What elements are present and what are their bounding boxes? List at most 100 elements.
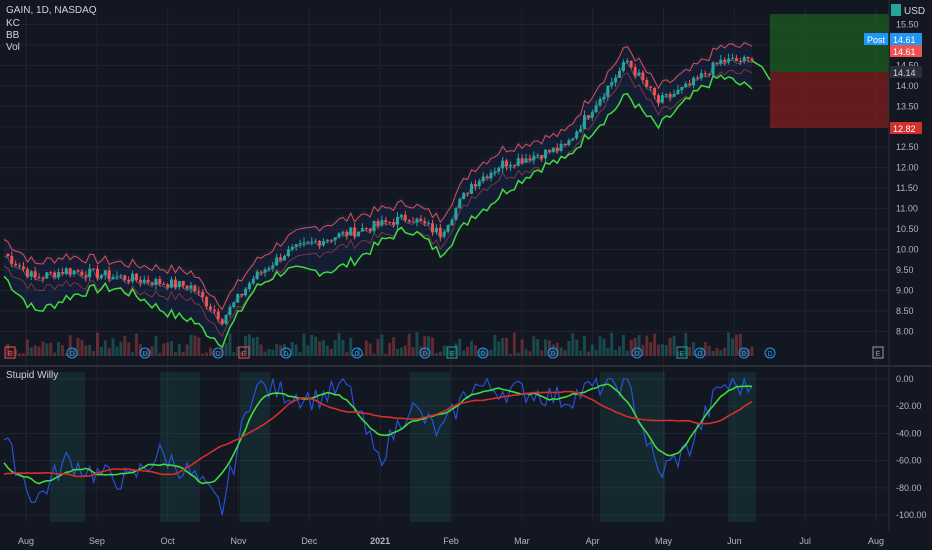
candle-body[interactable] <box>263 269 267 273</box>
candle-body[interactable] <box>446 225 450 232</box>
candle-body[interactable] <box>247 283 251 290</box>
candle-body[interactable] <box>392 222 396 225</box>
candle-body[interactable] <box>536 155 540 157</box>
candle-body[interactable] <box>290 246 294 250</box>
candle-body[interactable] <box>618 71 622 78</box>
candle-body[interactable] <box>123 275 127 280</box>
candle-body[interactable] <box>582 115 586 130</box>
dividend-marker[interactable] <box>738 347 750 359</box>
candle-body[interactable] <box>621 62 625 72</box>
candle-body[interactable] <box>458 199 462 209</box>
candle-body[interactable] <box>497 168 501 172</box>
candle-body[interactable] <box>220 319 224 324</box>
candle-body[interactable] <box>606 85 610 97</box>
candle-body[interactable] <box>302 242 306 244</box>
candle-body[interactable] <box>559 143 563 151</box>
candle-body[interactable] <box>368 228 372 232</box>
candle-body[interactable] <box>333 237 337 241</box>
candle-body[interactable] <box>353 227 357 237</box>
candle-body[interactable] <box>236 294 240 303</box>
candle-body[interactable] <box>641 72 645 81</box>
candle-body[interactable] <box>586 115 590 118</box>
candle-body[interactable] <box>684 83 688 87</box>
candle-body[interactable] <box>485 176 489 179</box>
candle-body[interactable] <box>10 256 14 264</box>
candle-body[interactable] <box>664 94 668 96</box>
candle-body[interactable] <box>598 99 602 106</box>
candle-body[interactable] <box>524 158 528 163</box>
candle-body[interactable] <box>298 243 302 245</box>
candle-body[interactable] <box>251 278 255 284</box>
earnings-marker[interactable] <box>4 346 16 359</box>
candle-body[interactable] <box>201 291 205 298</box>
candle-body[interactable] <box>734 58 738 61</box>
candle-body[interactable] <box>649 86 653 88</box>
candle-body[interactable] <box>306 241 310 243</box>
candle-body[interactable] <box>516 158 520 166</box>
candle-body[interactable] <box>676 89 680 95</box>
candle-body[interactable] <box>750 58 754 61</box>
candle-body[interactable] <box>489 172 493 179</box>
candle-body[interactable] <box>614 77 618 83</box>
candle-body[interactable] <box>528 158 532 161</box>
candle-body[interactable] <box>411 221 415 223</box>
candle-body[interactable] <box>719 59 723 64</box>
candle-body[interactable] <box>119 275 123 277</box>
candle-body[interactable] <box>477 181 481 187</box>
candle-body[interactable] <box>532 155 536 161</box>
candle-body[interactable] <box>462 192 466 200</box>
candle-body[interactable] <box>21 266 25 269</box>
candle-body[interactable] <box>731 58 735 60</box>
candle-body[interactable] <box>442 231 446 237</box>
candle-body[interactable] <box>540 155 544 159</box>
candle-body[interactable] <box>138 279 142 283</box>
candle-body[interactable] <box>45 272 49 279</box>
candle-body[interactable] <box>25 268 29 277</box>
candle-body[interactable] <box>364 228 368 230</box>
candle-body[interactable] <box>41 278 45 280</box>
candle-body[interactable] <box>14 263 18 266</box>
candle-body[interactable] <box>629 60 633 68</box>
candle-body[interactable] <box>170 279 174 288</box>
dividend-marker[interactable] <box>139 347 151 359</box>
candle-body[interactable] <box>357 231 361 237</box>
candle-body[interactable] <box>407 220 411 222</box>
candle-body[interactable] <box>131 273 135 282</box>
candle-body[interactable] <box>232 302 236 308</box>
oscillator-axis[interactable]: 0.00 -20.00 -40.00 -60.00 -80.00 -100.00 <box>896 374 927 520</box>
candle-body[interactable] <box>395 216 399 225</box>
candle-body[interactable] <box>590 112 594 118</box>
event-markers[interactable]: D D D D D D D D D D D DE E E E E <box>4 346 884 359</box>
candle-body[interactable] <box>325 239 329 242</box>
candle-body[interactable] <box>699 73 703 79</box>
candle-body[interactable] <box>384 220 388 223</box>
candle-body[interactable] <box>96 268 99 278</box>
candle-body[interactable] <box>6 253 10 257</box>
candle-body[interactable] <box>345 231 349 236</box>
candle-body[interactable] <box>602 96 606 100</box>
candle-body[interactable] <box>653 87 657 96</box>
candle-body[interactable] <box>360 228 364 232</box>
candle-body[interactable] <box>388 222 392 224</box>
candle-body[interactable] <box>466 192 470 194</box>
dividend-marker[interactable] <box>351 347 363 359</box>
candle-body[interactable] <box>711 62 715 75</box>
candle-body[interactable] <box>142 279 146 283</box>
candle-body[interactable] <box>692 77 696 86</box>
candle-body[interactable] <box>680 86 684 90</box>
candle-body[interactable] <box>286 249 290 256</box>
candle-body[interactable] <box>551 147 555 152</box>
candles-layer[interactable] <box>6 53 754 326</box>
candle-body[interactable] <box>18 265 22 267</box>
candle-body[interactable] <box>695 77 699 79</box>
candle-body[interactable] <box>318 240 322 246</box>
candle-body[interactable] <box>633 67 637 76</box>
candle-body[interactable] <box>637 72 641 76</box>
candle-body[interactable] <box>520 158 524 163</box>
candle-body[interactable] <box>80 271 84 276</box>
dividend-marker[interactable] <box>547 347 559 359</box>
candle-body[interactable] <box>703 73 707 75</box>
candle-body[interactable] <box>505 160 509 167</box>
candle-body[interactable] <box>49 272 53 274</box>
